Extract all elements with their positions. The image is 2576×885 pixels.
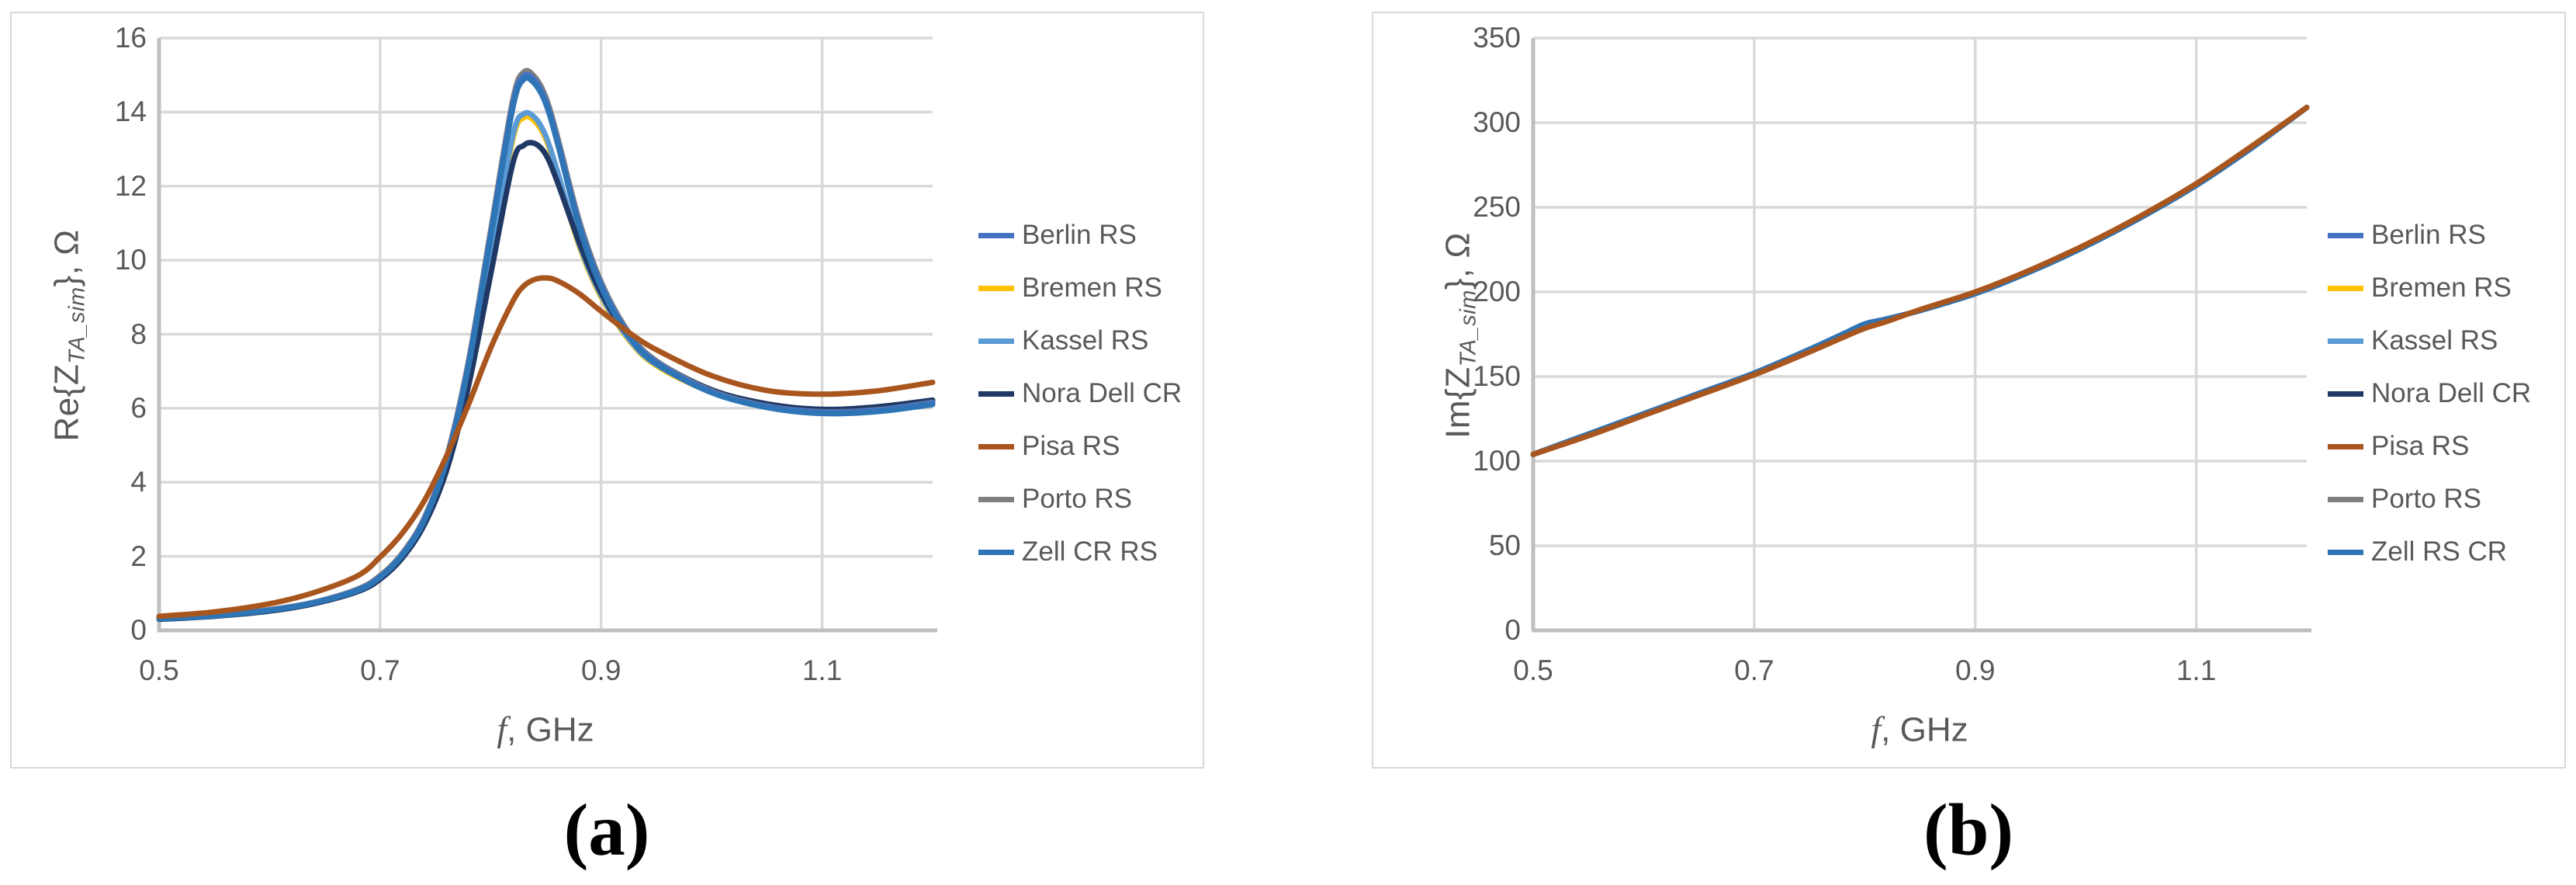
legend-label-bremen-rs: Bremen RS	[1022, 272, 1162, 303]
y-tick-label: 12	[114, 169, 147, 202]
series-line-kassel-rs	[156, 109, 936, 622]
series-line-pisa-rs	[1530, 104, 2310, 457]
x-tick-label: 0.7	[1734, 654, 1774, 686]
legend-line-swatch-zell-cr-rs	[978, 549, 1014, 555]
legend-label-pisa-rs: Pisa RS	[1022, 431, 1120, 461]
series-line-bremen-rs	[156, 113, 936, 622]
legend-label-bremen-rs: Bremen RS	[2371, 272, 2512, 303]
legend-item-kassel-rs: Kassel RS	[978, 325, 1148, 356]
series-line-zell-cr-rs	[156, 75, 936, 622]
legend-line-swatch-bremen-rs	[2328, 285, 2363, 291]
y-tick-label: 350	[1473, 22, 1521, 54]
legend-line-swatch-pisa-rs	[2328, 443, 2363, 449]
legend-item-nora-dell-cr: Nora Dell CR	[978, 378, 1182, 409]
legend-line-swatch-porto-rs	[978, 496, 1014, 502]
legend-line-swatch-kassel-rs	[978, 338, 1014, 344]
x-tick-label: 1.1	[802, 654, 843, 686]
chart-a-panel: Re{ZTA_sim}, Ω f, GHz 0 2 4 6 8 10 12 14 16 0.5 0…	[10, 12, 1204, 769]
y-tick-label: 14	[114, 95, 147, 128]
legend-line-swatch-kassel-rs	[2328, 338, 2363, 344]
y-tick-label: 6	[130, 391, 147, 424]
legend-label-berlin-rs: Berlin RS	[1022, 220, 1137, 250]
y-tick-label: 10	[114, 244, 147, 276]
legend-line-swatch-pisa-rs	[978, 443, 1014, 449]
legend-line-swatch-nora-dell-cr	[978, 390, 1014, 397]
legend-label-nora-dell-cr: Nora Dell CR	[1022, 378, 1182, 408]
series-line-zell-rs-cr	[1530, 104, 2310, 457]
series-line-nora-dell-cr	[156, 140, 936, 623]
y-tick-label: 16	[114, 22, 147, 54]
legend-item-kassel-rs: Kassel RS	[2328, 325, 2498, 356]
chart-b-x-axis-title: f, GHz	[1871, 709, 1968, 750]
legend-item-bremen-rs: Bremen RS	[2328, 272, 2512, 304]
caption-a: (a)	[563, 789, 650, 871]
legend-line-swatch-berlin-rs	[978, 232, 1014, 238]
series-line-nora-dell-cr	[1530, 104, 2310, 457]
legend-line-swatch-nora-dell-cr	[2328, 390, 2363, 397]
y-tick-label: 150	[1473, 360, 1521, 392]
legend-line-swatch-bremen-rs	[978, 285, 1014, 291]
legend-line-swatch-zell-rs-cr	[2328, 549, 2363, 555]
x-tick-label: 1.1	[2176, 654, 2217, 686]
legend-item-porto-rs: Porto RS	[2328, 484, 2481, 515]
x-tick-label: 0.9	[580, 654, 621, 686]
chart-a-plot	[156, 36, 937, 633]
caption-b: (b)	[1923, 789, 2014, 871]
y-tick-label: 0	[130, 614, 147, 646]
chart-b-panel: Im{ZTA_sim}, Ω f, GHz 0 50 100 150 200 250 300…	[1372, 12, 2566, 769]
legend-item-berlin-rs: Berlin RS	[2328, 220, 2486, 251]
y-tick-label: 300	[1473, 106, 1521, 138]
legend-item-zell-rs-cr: Zell RS CR	[2328, 536, 2507, 567]
legend-label-zell-rs-cr: Zell RS CR	[2371, 536, 2508, 567]
legend-label-nora-dell-cr: Nora Dell CR	[2371, 378, 2532, 408]
legend-line-swatch-berlin-rs	[2328, 232, 2363, 238]
legend-label-berlin-rs: Berlin RS	[2371, 220, 2486, 250]
y-tick-label: 2	[130, 540, 147, 572]
y-tick-label: 0	[1504, 614, 1521, 646]
series-line-porto-rs	[1530, 104, 2310, 457]
legend-label-kassel-rs: Kassel RS	[2371, 325, 2498, 356]
chart-b-plot	[1530, 36, 2311, 633]
x-tick-label: 0.5	[1513, 654, 1553, 686]
legend-item-zell-cr-rs: Zell CR RS	[978, 536, 1158, 567]
chart-a-x-axis-title: f, GHz	[497, 709, 594, 750]
legend-label-kassel-rs: Kassel RS	[1022, 325, 1149, 356]
legend-label-porto-rs: Porto RS	[2371, 484, 2481, 514]
series-line-berlin-rs	[1530, 104, 2310, 457]
legend-item-porto-rs: Porto RS	[978, 484, 1132, 515]
legend-item-bremen-rs: Bremen RS	[978, 272, 1162, 304]
series-line-pisa-rs	[156, 275, 936, 620]
legend-item-pisa-rs: Pisa RS	[978, 431, 1120, 462]
legend-item-berlin-rs: Berlin RS	[978, 220, 1137, 251]
legend-item-nora-dell-cr: Nora Dell CR	[2328, 378, 2531, 409]
y-tick-label: 4	[130, 466, 147, 498]
legend-item-pisa-rs: Pisa RS	[2328, 431, 2469, 462]
x-tick-label: 0.9	[1955, 654, 1996, 686]
y-tick-label: 100	[1473, 445, 1521, 477]
legend-label-zell-cr-rs: Zell CR RS	[1022, 536, 1158, 567]
x-title-variable: f	[1871, 709, 1882, 749]
x-tick-label: 0.7	[360, 654, 400, 686]
x-title-variable: f	[497, 709, 507, 749]
y-tick-label: 250	[1473, 191, 1521, 223]
y-tick-label: 200	[1473, 276, 1521, 307]
y-tick-label: 50	[1488, 529, 1521, 561]
series-line-bremen-rs	[1530, 104, 2310, 457]
x-title-unit: , GHz	[507, 710, 594, 749]
x-tick-label: 0.5	[139, 654, 179, 686]
chart-b-y-axis-title: Im{ZTA_sim}, Ω	[1439, 232, 1481, 439]
legend-line-swatch-porto-rs	[2328, 496, 2363, 502]
legend-label-pisa-rs: Pisa RS	[2371, 431, 2470, 461]
y-tick-label: 8	[130, 318, 147, 350]
series-line-kassel-rs	[1530, 104, 2310, 457]
x-title-unit: , GHz	[1881, 710, 1968, 749]
legend-label-porto-rs: Porto RS	[1022, 484, 1132, 514]
